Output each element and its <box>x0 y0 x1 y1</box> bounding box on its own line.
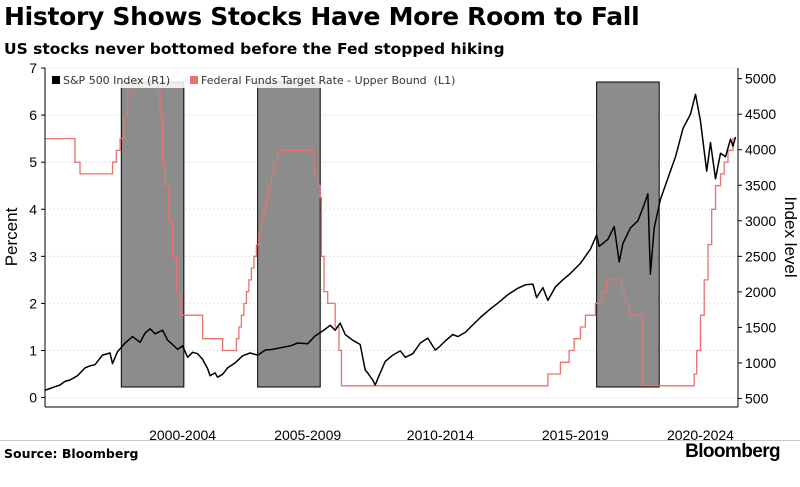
shaded-period <box>120 81 185 388</box>
fed-funds-rate-line <box>45 79 735 387</box>
x-tick-label: 2020-2024 <box>667 427 734 440</box>
right-tick-label: 5000 <box>745 71 776 87</box>
right-tick-label: 2000 <box>745 284 776 300</box>
left-tick-label: 2 <box>29 295 37 311</box>
right-tick-label: 4500 <box>745 106 776 122</box>
left-tick-label: 6 <box>29 107 37 123</box>
source-note: Source: Bloomberg <box>4 446 139 461</box>
chart-legend: S&P 500 Index (R1) Federal Funds Target … <box>48 72 468 88</box>
left-tick-label: 0 <box>29 390 37 406</box>
right-axis-title: Index level <box>781 196 800 277</box>
legend-label-sp500: S&P 500 Index (R1) <box>63 74 170 87</box>
x-axis-ticks: 2000-2004 2005-2009 2010-2014 2015-2019 2020… <box>149 427 734 440</box>
right-tick-label: 500 <box>745 390 769 406</box>
right-tick-label: 1000 <box>745 355 776 371</box>
sp500-line <box>44 93 737 392</box>
x-tick-label: 2010-2014 <box>407 427 474 440</box>
right-tick-label: 3000 <box>745 213 776 229</box>
legend-background <box>48 72 468 88</box>
left-axis-title: Percent <box>2 207 21 266</box>
left-tick-label: 1 <box>29 343 37 359</box>
left-tick-label: 5 <box>29 154 37 170</box>
x-tick-label: 2015-2019 <box>542 427 609 440</box>
left-tick-label: 3 <box>29 248 37 264</box>
chart: 0 1 2 3 4 5 6 7 500 1000 1500 2000 2500 3000 3500 4000… <box>2 60 800 440</box>
legend-swatch-fed-rate <box>190 76 198 84</box>
chart-title: History Shows Stocks Have More Room to F… <box>4 2 640 31</box>
footer-divider <box>0 440 800 441</box>
shaded-periods <box>120 81 660 388</box>
x-tick-label: 2000-2004 <box>149 427 216 440</box>
left-axis-ticks: 0 1 2 3 4 5 6 7 <box>29 60 45 406</box>
right-tick-label: 2500 <box>745 248 776 264</box>
left-tick-label: 4 <box>29 201 37 217</box>
right-tick-label: 4000 <box>745 142 776 158</box>
shaded-period <box>257 81 321 388</box>
right-tick-label: 1500 <box>745 319 776 335</box>
left-tick-label: 7 <box>29 60 37 76</box>
right-axis-ticks: 500 1000 1500 2000 2500 3000 3500 4000 4500 5000 <box>738 71 776 406</box>
right-tick-label: 3500 <box>745 177 776 193</box>
x-tick-label: 2005-2009 <box>274 427 341 440</box>
legend-label-fed-rate: Federal Funds Target Rate - Upper Bound … <box>201 74 455 87</box>
legend-swatch-sp500 <box>52 76 60 84</box>
bloomberg-logo: Bloomberg <box>685 441 780 462</box>
chart-subtitle: US stocks never bottomed before the Fed … <box>4 40 505 58</box>
